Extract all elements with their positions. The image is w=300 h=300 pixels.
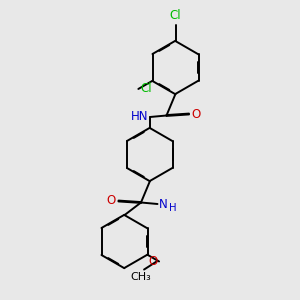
Text: H: H — [169, 202, 177, 213]
Text: Cl: Cl — [141, 82, 152, 95]
Text: N: N — [159, 197, 168, 211]
Text: O: O — [107, 194, 116, 208]
Text: O: O — [191, 107, 201, 121]
Text: O: O — [148, 255, 158, 268]
Text: CH₃: CH₃ — [130, 272, 151, 282]
Text: Cl: Cl — [169, 9, 181, 22]
Text: HN: HN — [131, 110, 148, 124]
